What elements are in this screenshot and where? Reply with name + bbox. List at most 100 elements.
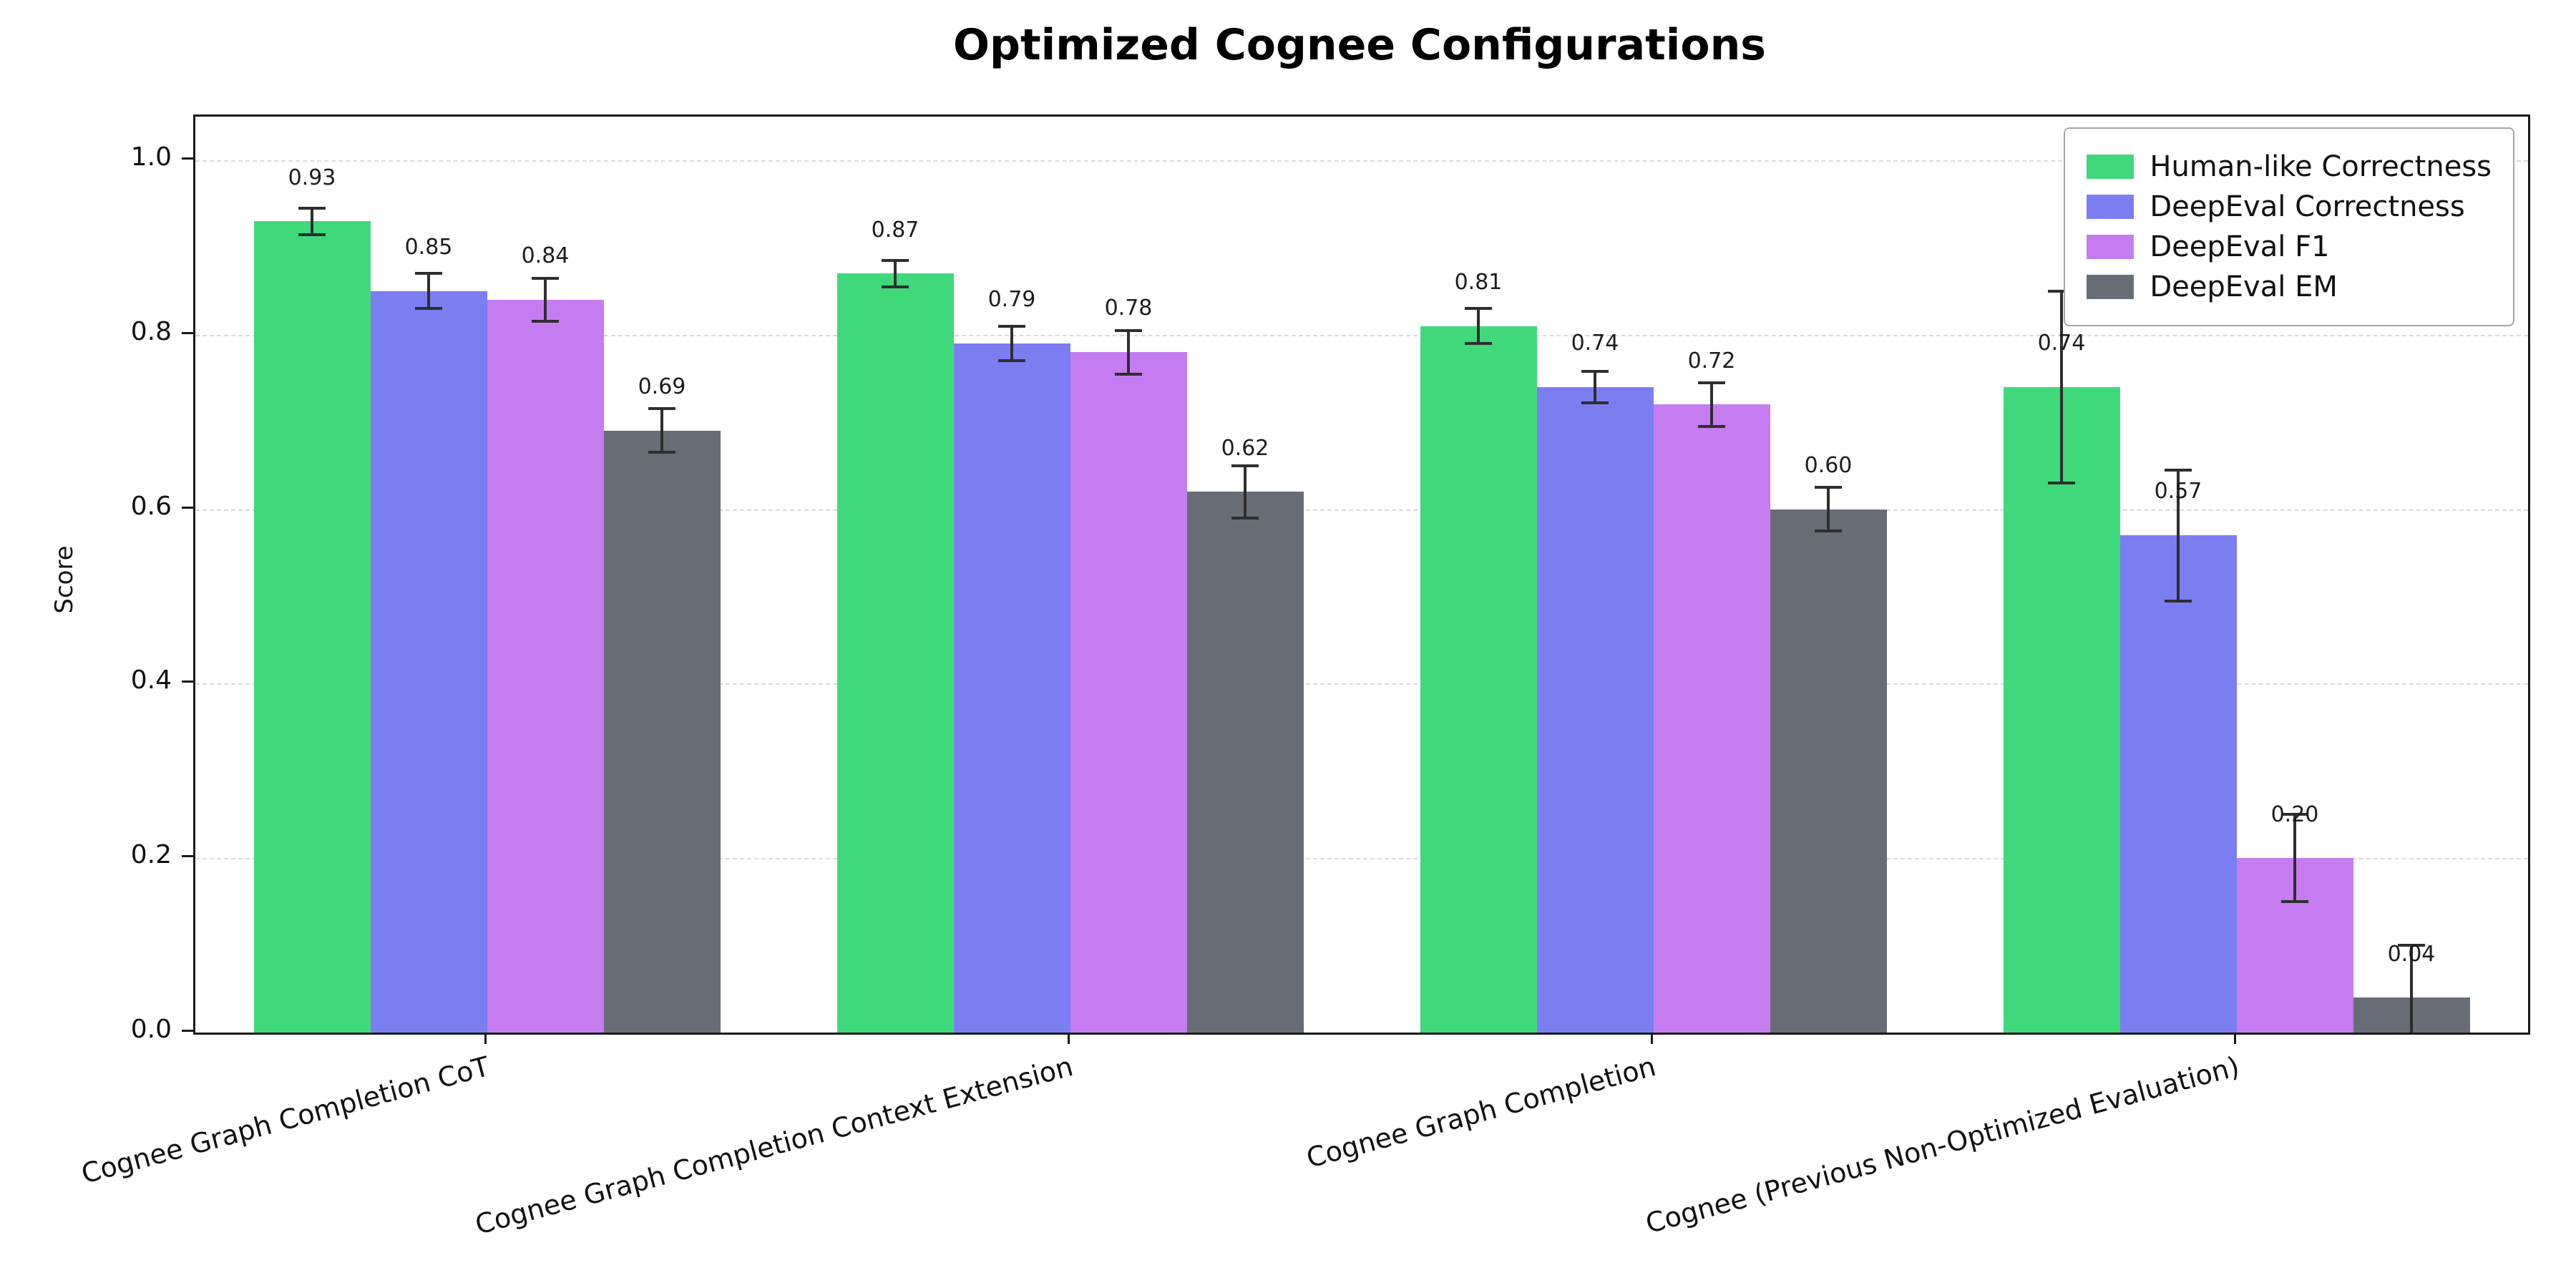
- x-tick-label: Cognee (Previous Non-Optimized Evaluatio…: [1641, 1050, 2243, 1240]
- x-tick-mark: [1650, 1033, 1653, 1044]
- y-tick-label: 0.4: [130, 665, 172, 696]
- x-tick-label: Cognee Graph Completion Context Extensio…: [472, 1050, 1076, 1241]
- bar-human-like-correctness: [2003, 386, 2120, 1033]
- bar-deepeval-em: [1770, 509, 1887, 1033]
- bar-value-label: 0.79: [987, 287, 1036, 313]
- error-bar-cap: [2048, 289, 2075, 293]
- error-bar-cap: [415, 307, 442, 311]
- legend-label: DeepEval Correctness: [2150, 190, 2465, 223]
- bar-deepeval-correctness: [370, 291, 487, 1033]
- error-bar-cap: [2398, 944, 2425, 947]
- legend-label: DeepEval EM: [2150, 270, 2338, 303]
- bar-value-label: 0.85: [404, 235, 453, 260]
- error-bar: [2060, 291, 2063, 483]
- bar-human-like-correctness: [253, 221, 371, 1033]
- error-bar-cap: [1231, 464, 1259, 467]
- bar-value-label: 0.72: [1687, 348, 1736, 374]
- error-bar: [894, 260, 897, 287]
- bar-value-label: 0.93: [288, 165, 336, 190]
- error-bar-cap: [2281, 813, 2308, 816]
- error-bar-cap: [998, 359, 1025, 363]
- legend-row: DeepEval Correctness: [2087, 190, 2492, 223]
- legend-label: DeepEval F1: [2150, 230, 2330, 263]
- y-tick-label: 1.0: [130, 142, 172, 172]
- error-bar-cap: [1231, 516, 1259, 519]
- y-tick-label: 0.0: [130, 1015, 172, 1044]
- x-tick-label: Cognee Graph Completion: [1303, 1050, 1659, 1174]
- error-bar: [1594, 371, 1596, 403]
- y-tick-mark: [182, 157, 193, 160]
- error-bar-cap: [1815, 486, 1842, 489]
- bar-deepeval-f1: [1070, 352, 1187, 1033]
- bar-human-like-correctness: [1420, 326, 1537, 1033]
- error-bar-cap: [532, 276, 559, 280]
- gridline: [195, 334, 2528, 336]
- gridline: [195, 160, 2528, 162]
- bar-value-label: 0.74: [2037, 331, 2086, 356]
- error-bar-cap: [1698, 381, 1725, 384]
- error-bar-cap: [1465, 307, 1492, 311]
- error-bar: [311, 208, 313, 235]
- error-bar-cap: [415, 272, 442, 275]
- bar-deepeval-f1: [1653, 404, 1770, 1033]
- error-bar: [1244, 465, 1246, 518]
- chart-title: Optimized Cognee Configurations: [952, 20, 1766, 70]
- error-bar: [1127, 330, 1130, 374]
- bar-value-label: 0.20: [2270, 801, 2319, 827]
- bar-deepeval-f1: [487, 300, 604, 1033]
- bar-deepeval-correctness: [953, 343, 1070, 1033]
- bar-value-label: 0.78: [1104, 296, 1153, 321]
- y-tick-mark: [182, 1030, 193, 1032]
- y-tick-mark: [182, 506, 193, 509]
- legend-swatch-icon: [2087, 195, 2135, 219]
- x-tick-label: Cognee Graph Completion CoT: [78, 1050, 493, 1190]
- error-bar-cap: [648, 451, 675, 454]
- error-bar-cap: [648, 407, 675, 411]
- error-bar: [1010, 326, 1013, 361]
- bar-deepeval-correctness: [2119, 535, 2237, 1033]
- error-bar-cap: [1115, 328, 1142, 332]
- error-bar: [1710, 382, 1713, 426]
- bar-value-label: 0.62: [1221, 435, 1269, 461]
- error-bar-cap: [2281, 900, 2308, 904]
- error-bar-cap: [1815, 530, 1842, 533]
- y-tick-label: 0.2: [130, 840, 172, 870]
- legend-row: DeepEval EM: [2087, 270, 2492, 303]
- legend-swatch-icon: [2087, 155, 2135, 179]
- error-bar-cap: [298, 233, 326, 236]
- bar-deepeval-em: [603, 430, 721, 1033]
- bar-value-label: 0.87: [871, 217, 919, 243]
- error-bar-cap: [1581, 401, 1609, 404]
- bar-value-label: 0.60: [1804, 452, 1853, 478]
- error-bar: [2293, 814, 2296, 902]
- error-bar: [660, 409, 663, 453]
- bar-value-label: 0.57: [2154, 479, 2202, 504]
- legend-swatch-icon: [2087, 235, 2135, 259]
- error-bar-cap: [1115, 372, 1142, 376]
- error-bar: [1477, 308, 1480, 343]
- error-bar: [2410, 945, 2413, 1033]
- error-bar-cap: [532, 320, 559, 323]
- error-bar-cap: [1581, 369, 1609, 373]
- gridline: [195, 858, 2528, 860]
- legend: Human-like Correctness DeepEval Correctne…: [2064, 127, 2514, 326]
- y-tick-mark: [182, 855, 193, 858]
- x-tick-mark: [1067, 1033, 1070, 1044]
- bar-value-label: 0.74: [1571, 331, 1619, 356]
- error-bar-cap: [2048, 482, 2075, 484]
- error-bar-cap: [2165, 599, 2192, 602]
- bar-value-label: 0.69: [638, 374, 686, 400]
- y-axis-label: Score: [50, 545, 79, 614]
- gridline: [195, 683, 2528, 686]
- error-bar-cap: [882, 285, 909, 288]
- legend-row: DeepEval F1: [2087, 230, 2492, 263]
- legend-label: Human-like Correctness: [2150, 150, 2492, 183]
- y-tick-label: 0.8: [130, 316, 172, 346]
- bar-value-label: 0.04: [2387, 941, 2436, 967]
- error-bar: [427, 273, 430, 309]
- gridline: [195, 509, 2528, 511]
- bar-deepeval-em: [1186, 492, 1304, 1033]
- bar-deepeval-correctness: [1536, 386, 1654, 1033]
- error-bar-cap: [2165, 468, 2192, 472]
